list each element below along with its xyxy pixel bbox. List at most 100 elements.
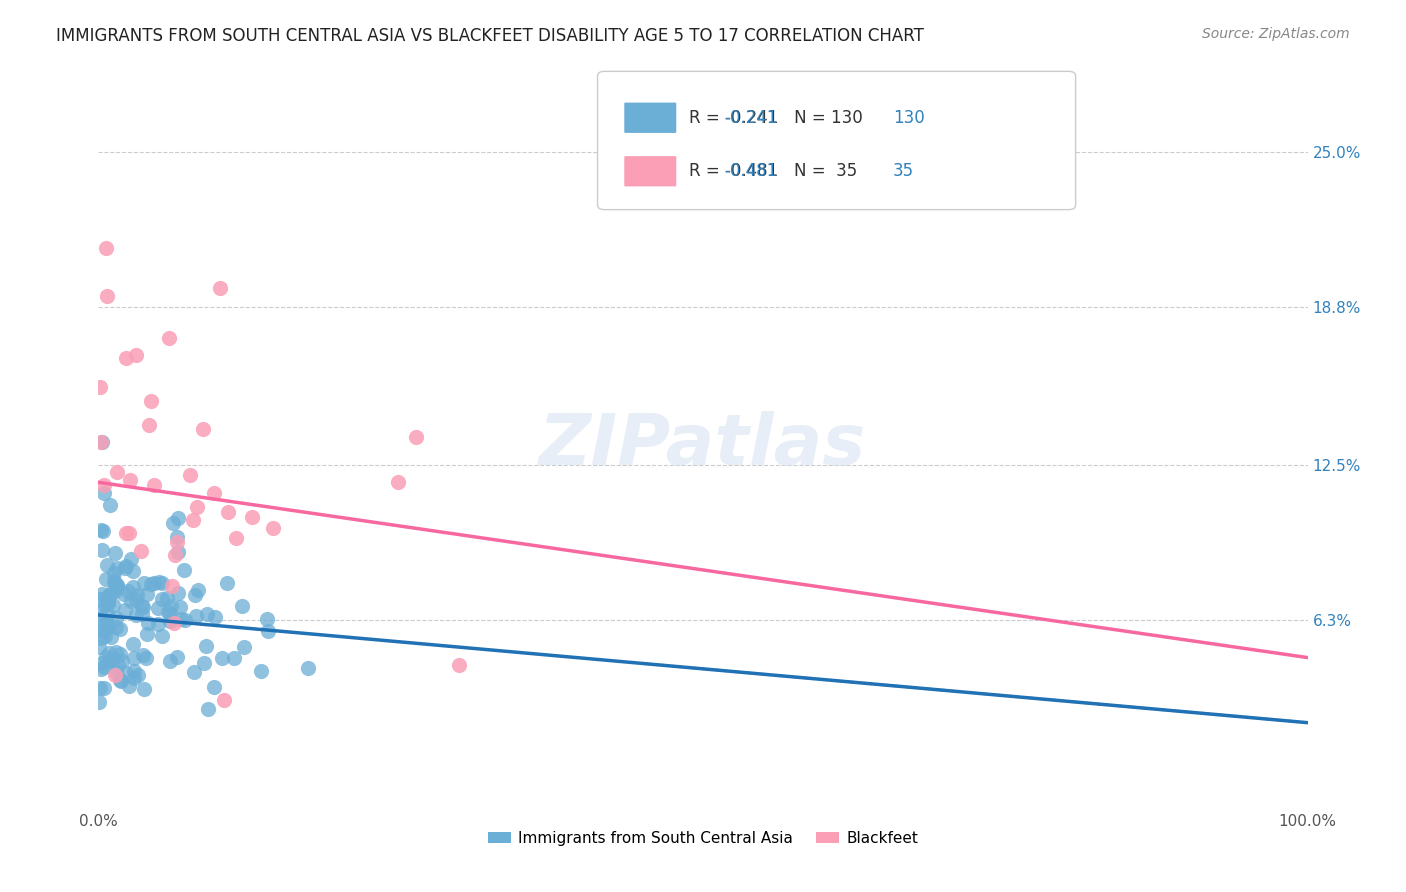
- Point: [100, 586, 122, 600]
- Point: [93, 478, 115, 492]
- Point: [98, 646, 121, 660]
- Point: [155, 591, 177, 605]
- Point: [159, 655, 181, 669]
- Point: [134, 576, 156, 591]
- Text: R = -0.481   N =  35: R = -0.481 N = 35: [689, 162, 858, 180]
- Point: [89, 695, 111, 709]
- Point: [150, 629, 173, 643]
- Point: [250, 664, 273, 678]
- Legend: Immigrants from South Central Asia, Blackfeet: Immigrants from South Central Asia, Blac…: [481, 825, 925, 852]
- Point: [122, 581, 145, 595]
- Point: [240, 510, 263, 524]
- Point: [114, 603, 136, 617]
- Point: [125, 348, 148, 362]
- Point: [131, 599, 153, 613]
- Point: [169, 599, 191, 614]
- Point: [204, 610, 226, 624]
- Point: [93, 599, 115, 613]
- Point: [100, 631, 122, 645]
- Point: [167, 510, 190, 524]
- Point: [90, 586, 112, 600]
- Point: [132, 681, 155, 696]
- Point: [212, 693, 235, 707]
- Point: [89, 592, 111, 607]
- Point: [256, 612, 278, 626]
- Point: [262, 521, 284, 535]
- Point: [89, 681, 111, 695]
- Point: [170, 612, 193, 626]
- Point: [159, 599, 181, 613]
- Point: [215, 576, 238, 591]
- Text: 35: 35: [893, 162, 914, 180]
- Point: [89, 380, 111, 394]
- Point: [125, 592, 148, 607]
- Point: [94, 649, 117, 664]
- Point: [90, 435, 112, 450]
- Point: [257, 624, 280, 639]
- Point: [136, 615, 159, 630]
- Point: [93, 660, 115, 674]
- Point: [167, 545, 190, 559]
- Text: Source: ZipAtlas.com: Source: ZipAtlas.com: [1202, 27, 1350, 41]
- Point: [195, 640, 218, 654]
- Point: [105, 620, 128, 634]
- Point: [117, 584, 139, 599]
- Point: [167, 586, 190, 600]
- Point: [98, 654, 121, 668]
- Point: [118, 679, 141, 693]
- Point: [166, 649, 188, 664]
- Text: -0.481: -0.481: [724, 162, 778, 180]
- Point: [98, 588, 121, 602]
- Point: [104, 645, 127, 659]
- Point: [202, 486, 225, 500]
- Point: [197, 702, 219, 716]
- Point: [122, 637, 145, 651]
- Point: [122, 671, 145, 685]
- Point: [233, 640, 256, 654]
- Point: [105, 561, 128, 575]
- Point: [90, 631, 112, 645]
- Point: [107, 658, 129, 673]
- Point: [136, 626, 159, 640]
- Point: [202, 681, 225, 695]
- Point: [125, 607, 148, 622]
- Point: [97, 617, 120, 632]
- Point: [187, 582, 209, 597]
- Point: [129, 543, 152, 558]
- Point: [104, 546, 127, 560]
- Point: [162, 516, 184, 530]
- Point: [93, 681, 115, 696]
- Point: [138, 417, 160, 432]
- Point: [148, 574, 170, 589]
- Point: [165, 548, 187, 562]
- Point: [157, 331, 180, 345]
- Point: [90, 662, 112, 676]
- Point: [87, 611, 110, 625]
- Point: [179, 467, 201, 482]
- Point: [96, 241, 118, 255]
- Point: [107, 577, 129, 591]
- Point: [405, 430, 427, 444]
- Point: [115, 665, 138, 680]
- Point: [94, 572, 117, 586]
- Point: [110, 673, 132, 688]
- Point: [112, 587, 135, 601]
- Point: [125, 588, 148, 602]
- Point: [166, 529, 188, 543]
- Point: [146, 600, 169, 615]
- Point: [101, 651, 124, 665]
- Point: [115, 525, 138, 540]
- Point: [93, 623, 115, 637]
- Point: [101, 598, 124, 612]
- Point: [183, 588, 205, 602]
- Point: [104, 667, 127, 681]
- Point: [132, 600, 155, 615]
- Point: [90, 523, 112, 537]
- Text: ZIPatlas: ZIPatlas: [540, 411, 866, 481]
- Point: [120, 593, 142, 607]
- Point: [121, 552, 143, 566]
- Point: [115, 351, 138, 365]
- Point: [225, 531, 247, 545]
- Point: [104, 583, 127, 598]
- Text: -0.241: -0.241: [724, 109, 778, 127]
